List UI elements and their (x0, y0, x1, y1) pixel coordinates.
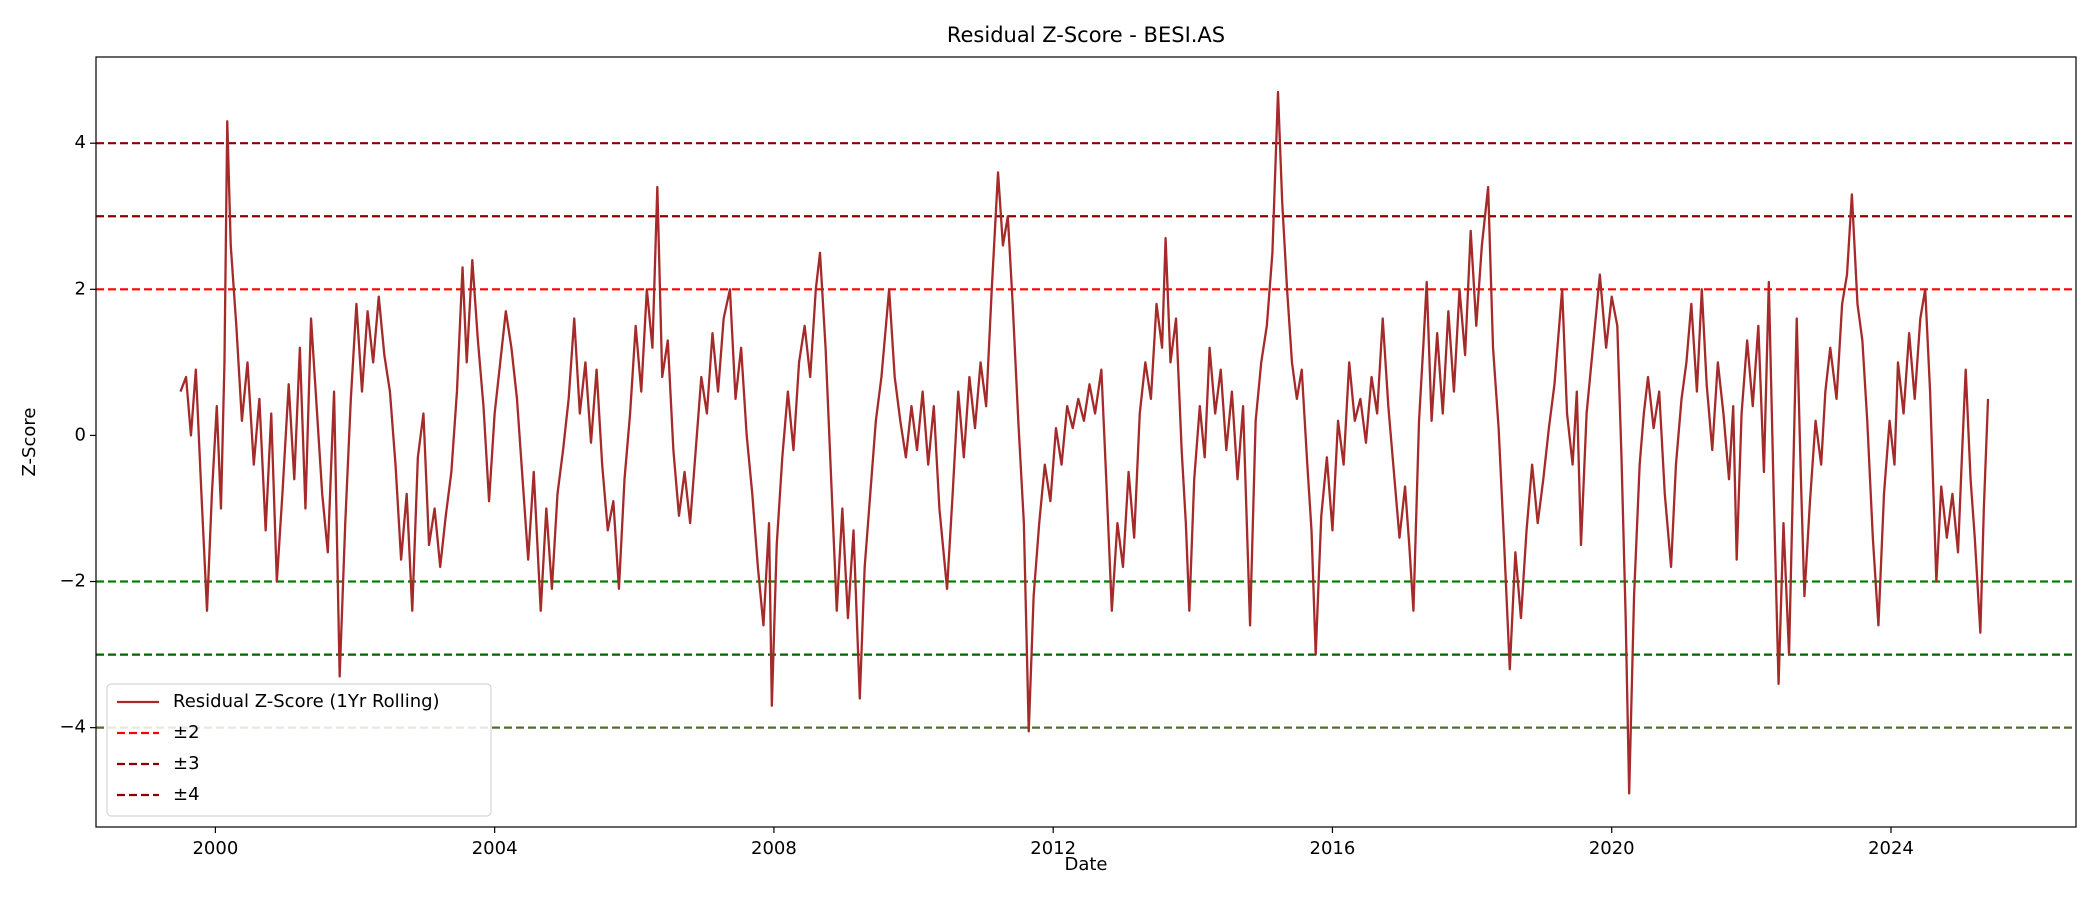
y-tick-label: −2 (59, 571, 86, 592)
series-line (179, 90, 1990, 795)
legend-label: ±3 (173, 753, 200, 774)
y-tick-label: 2 (75, 278, 86, 299)
y-tick-label: 4 (75, 132, 86, 153)
y-tick-label: 0 (75, 424, 86, 445)
x-tick-label: 2016 (1310, 838, 1356, 859)
legend-label: ±2 (173, 722, 200, 743)
y-tick-label: −4 (59, 717, 86, 738)
legend-label: Residual Z-Score (1Yr Rolling) (173, 691, 440, 712)
x-tick-label: 2004 (472, 838, 518, 859)
plot-frame (95, 56, 2077, 828)
y-axis-label: Z-Score (19, 408, 40, 477)
x-axis-label: Date (1064, 854, 1107, 875)
x-tick-label: 2000 (192, 838, 238, 859)
x-tick-label: 2024 (1868, 838, 1914, 859)
x-tick-label: 2008 (751, 838, 797, 859)
legend-box (106, 683, 492, 817)
legend-label: ±4 (173, 784, 200, 805)
x-tick-label: 2012 (1030, 838, 1076, 859)
legend: Residual Z-Score (1Yr Rolling) ±2 ±3 ±4 (106, 683, 492, 817)
x-tick-label: 2020 (1589, 838, 1635, 859)
chart-title: Residual Z-Score - BESI.AS (947, 23, 1225, 47)
